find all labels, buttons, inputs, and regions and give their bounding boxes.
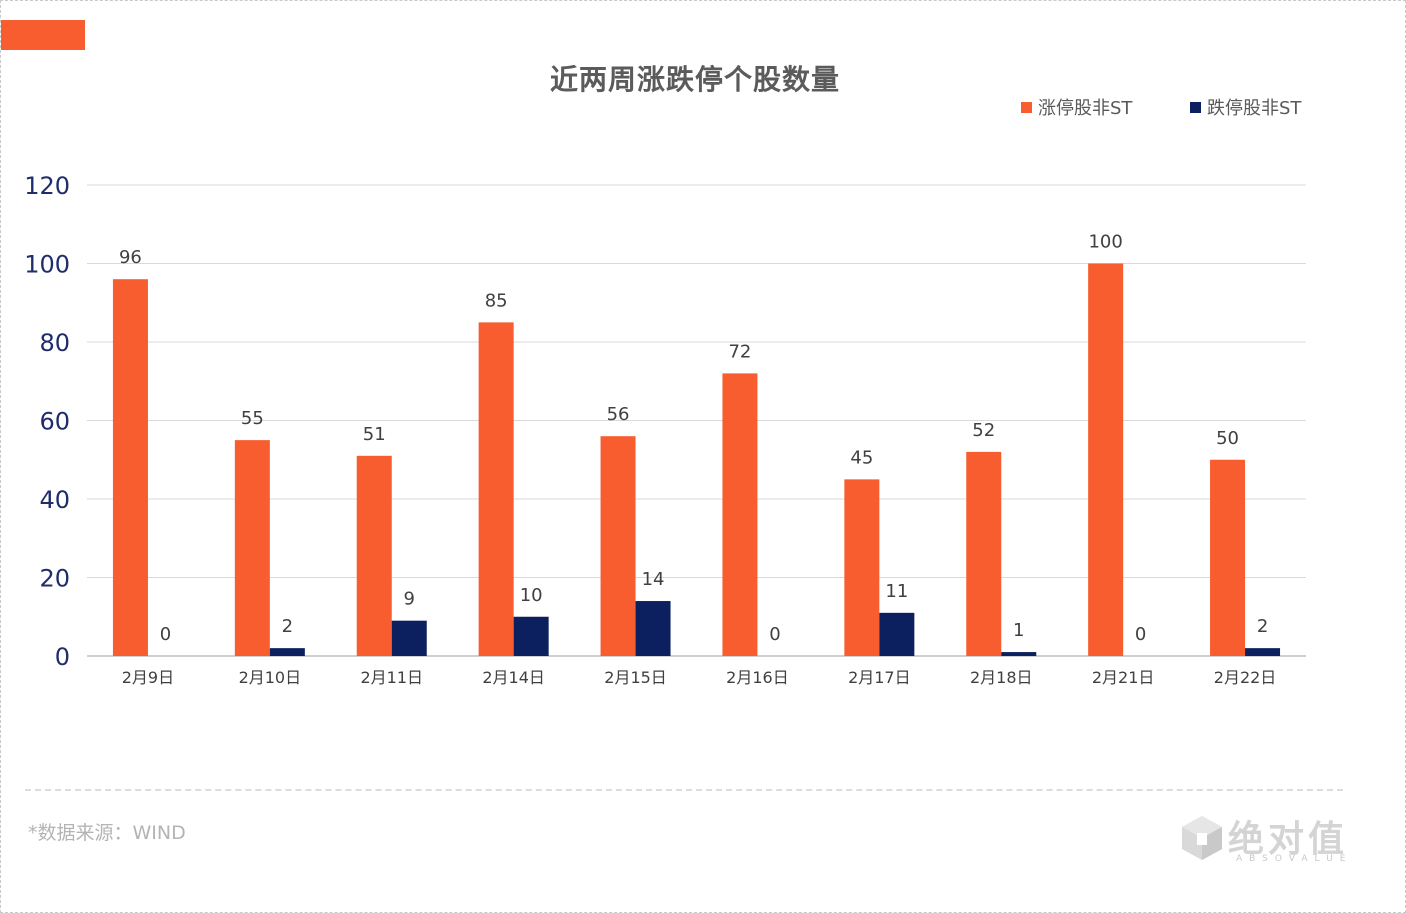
logo-subtext: ABSOVALUE bbox=[1236, 854, 1353, 864]
data-label: 11 bbox=[885, 581, 908, 602]
y-tick-label: 100 bbox=[24, 251, 70, 279]
data-labels: 96 0 55 2 51 9 85 10 56 14 72 0 45 11 52 1 100 0 50 2 bbox=[119, 232, 1268, 646]
bar-limit-up bbox=[1210, 459, 1246, 656]
bar-limit-up bbox=[234, 440, 270, 656]
source-note: *数据来源：WIND bbox=[28, 822, 186, 844]
data-label: 14 bbox=[642, 569, 665, 590]
y-tick-label: 120 bbox=[24, 172, 70, 200]
y-tick-label: 0 bbox=[55, 643, 70, 671]
data-label: 52 bbox=[972, 420, 995, 441]
bar-limit-up bbox=[600, 436, 636, 656]
bar-limit-down bbox=[269, 648, 305, 656]
x-tick-label: 2月15日 bbox=[604, 668, 667, 687]
data-label: 0 bbox=[1135, 624, 1146, 645]
data-label: 0 bbox=[160, 624, 171, 645]
accent-bar bbox=[1, 20, 85, 50]
data-label: 2 bbox=[1257, 616, 1268, 637]
bar-limit-down bbox=[1001, 652, 1037, 656]
y-tick-label: 60 bbox=[39, 408, 70, 436]
chart-title: 近两周涨跌停个股数量 bbox=[549, 63, 840, 96]
data-label: 100 bbox=[1088, 232, 1122, 253]
data-label: 45 bbox=[850, 447, 873, 468]
legend: 涨停股非ST 跌停股非ST bbox=[1021, 98, 1302, 119]
brand-logo: 绝对值 ABSOVALUE bbox=[1180, 812, 1355, 867]
bar-limit-down bbox=[879, 612, 915, 656]
data-label: 55 bbox=[241, 408, 264, 429]
data-label: 85 bbox=[485, 290, 508, 311]
bar-limit-up bbox=[1088, 263, 1124, 656]
x-axis: 2月9日 2月10日 2月11日 2月14日 2月15日 2月16日 2月17日 2月18日 2… bbox=[122, 668, 1277, 687]
bar-limit-up bbox=[478, 322, 514, 656]
y-tick-label: 20 bbox=[39, 565, 70, 593]
data-label: 0 bbox=[769, 624, 780, 645]
data-label: 51 bbox=[363, 424, 386, 445]
y-tick-label: 40 bbox=[39, 486, 70, 514]
bar-limit-down bbox=[1245, 648, 1281, 656]
bar-limit-up bbox=[966, 451, 1002, 656]
y-tick-label: 80 bbox=[39, 329, 70, 357]
x-tick-label: 2月17日 bbox=[848, 668, 911, 687]
bar-limit-down bbox=[635, 601, 671, 656]
y-axis: 0 20 40 60 80 100 120 bbox=[24, 172, 70, 671]
bar-limit-down bbox=[513, 616, 549, 656]
data-label: 9 bbox=[404, 589, 415, 610]
legend-label-limit-up: 涨停股非ST bbox=[1038, 98, 1133, 119]
x-tick-label: 2月18日 bbox=[970, 668, 1033, 687]
bar-limit-down bbox=[391, 620, 427, 656]
x-tick-label: 2月14日 bbox=[482, 668, 545, 687]
bar-limit-up bbox=[356, 455, 392, 656]
data-label: 96 bbox=[119, 247, 142, 268]
data-label: 2 bbox=[282, 616, 293, 637]
bar-limit-up bbox=[722, 373, 758, 656]
legend-label-limit-down: 跌停股非ST bbox=[1207, 98, 1302, 119]
legend-swatch-limit-down bbox=[1190, 102, 1201, 113]
legend-swatch-limit-up bbox=[1021, 102, 1032, 113]
footer-divider bbox=[25, 789, 1343, 791]
data-label: 10 bbox=[520, 585, 543, 606]
bars bbox=[112, 263, 1281, 656]
x-tick-label: 2月9日 bbox=[122, 668, 174, 687]
x-tick-label: 2月10日 bbox=[239, 668, 302, 687]
data-label: 50 bbox=[1216, 428, 1239, 449]
logo-cube-icon bbox=[1182, 816, 1222, 860]
data-label: 1 bbox=[1013, 620, 1024, 641]
x-tick-label: 2月11日 bbox=[360, 668, 423, 687]
x-tick-label: 2月21日 bbox=[1092, 668, 1155, 687]
logo-text: 绝对值 bbox=[1228, 819, 1349, 860]
bar-limit-up bbox=[112, 279, 148, 656]
data-label: 72 bbox=[728, 341, 751, 362]
bar-limit-up bbox=[844, 479, 880, 656]
x-tick-label: 2月16日 bbox=[726, 668, 789, 687]
x-tick-label: 2月22日 bbox=[1214, 668, 1277, 687]
data-label: 56 bbox=[607, 404, 630, 425]
